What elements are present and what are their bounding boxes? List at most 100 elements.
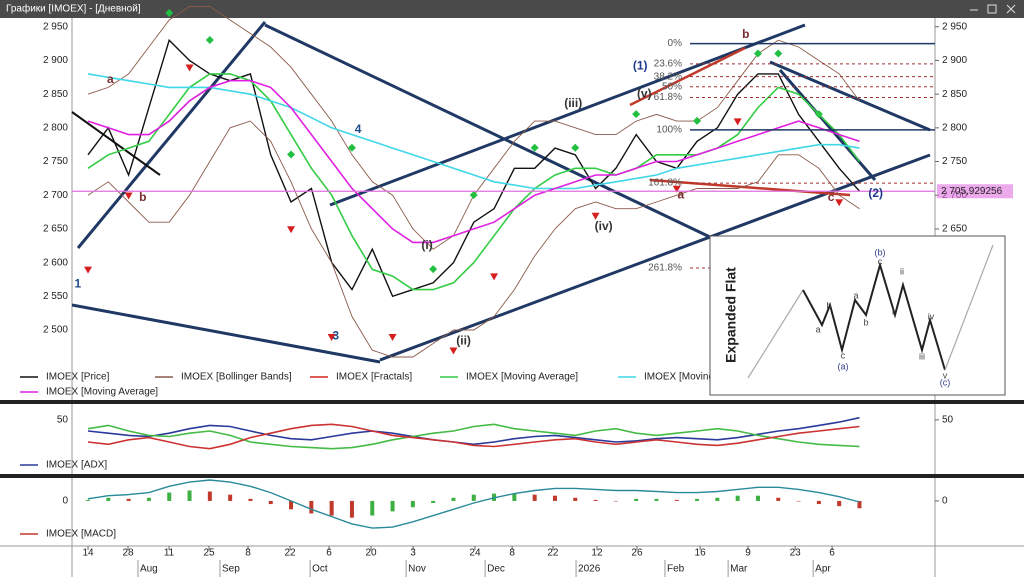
macd-bar — [146, 497, 151, 501]
wave-label: c — [828, 190, 835, 204]
macd-bar — [228, 494, 233, 501]
wave-label: (iv) — [595, 219, 613, 233]
y-tick-label: 2 850 — [43, 89, 68, 100]
wave-label: (v) — [637, 86, 652, 100]
macd-bar — [126, 498, 131, 501]
macd-bar — [776, 497, 781, 501]
inset-label: iv — [928, 311, 935, 321]
y-tick-label: 2 950 — [43, 21, 68, 32]
maximize-button[interactable] — [987, 4, 997, 14]
y-tick-label: 2 700 — [43, 190, 68, 201]
fractal-down — [591, 212, 600, 220]
close-button[interactable] — [1006, 4, 1016, 14]
macd-bar — [634, 498, 639, 501]
macd-bar — [755, 495, 760, 501]
fractal-down — [490, 273, 499, 281]
fractal-down — [327, 334, 336, 342]
fractal-up — [774, 49, 783, 58]
x-tick-label: 8 — [509, 548, 515, 559]
fractal-up — [693, 116, 702, 125]
bollinger-band — [87, 120, 860, 358]
macd-bar — [674, 499, 679, 501]
series-line — [87, 416, 860, 446]
macd-bar — [248, 498, 253, 501]
month-label: Apr — [815, 564, 831, 575]
series-line — [87, 73, 861, 291]
legend-label: IMOEX [Moving Average] — [466, 372, 578, 383]
macd-bar — [512, 493, 517, 501]
legend-label: IMOEX [Bollinger Bands] — [181, 372, 292, 383]
macd-bar — [532, 494, 537, 501]
fractal-up — [632, 110, 641, 119]
month-label: Sep — [222, 564, 240, 575]
macd-bar — [268, 500, 273, 505]
macd-bar — [187, 490, 192, 501]
fib-label: 38.2% — [654, 71, 682, 82]
x-tick-label: 6 — [326, 548, 332, 559]
macd-bar — [349, 500, 354, 518]
month-label: 2026 — [578, 564, 601, 575]
wave-label: 3 — [332, 328, 339, 342]
fib-label: 261.8% — [648, 263, 682, 274]
x-tick-label: 6 — [829, 548, 835, 559]
inset-label: (c) — [940, 377, 951, 387]
y-tick-label-right: 2 650 — [942, 224, 967, 235]
fractal-up — [571, 143, 580, 152]
y-tick-label: 2 900 — [43, 55, 68, 66]
y-tick-label-right: 2 750 — [942, 156, 967, 167]
series-line — [87, 423, 860, 450]
legend-label: IMOEX [Moving Average] — [46, 387, 158, 398]
x-tick-label: 11 — [164, 548, 175, 559]
wave-label: 4 — [355, 122, 362, 136]
macd-bar — [654, 498, 659, 501]
y-tick-label-right: 50 — [942, 415, 954, 426]
inset-label: ii — [900, 266, 904, 276]
month-label: Mar — [730, 564, 748, 575]
x-tick-label: 23 — [790, 548, 802, 559]
fractal-up — [347, 143, 356, 152]
y-tick-label: 2 800 — [43, 122, 68, 133]
series-line — [87, 79, 860, 244]
macd-bar — [552, 495, 557, 501]
macd-bar — [471, 494, 476, 501]
fractal-up — [753, 49, 762, 58]
macd-bar — [593, 499, 598, 501]
inset-label: v — [943, 370, 948, 380]
macd-bar — [816, 500, 821, 505]
y-tick-label-right: 2 950 — [942, 21, 967, 32]
x-tick-label: 24 — [469, 548, 481, 559]
macd-bar — [370, 500, 375, 516]
x-tick-label: 16 — [695, 548, 707, 559]
x-tick-label: 25 — [203, 548, 215, 559]
wave-label: (1) — [633, 59, 648, 73]
legend-label: IMOEX [ADX] — [46, 460, 107, 471]
y-tick-label-right: 2 800 — [942, 122, 967, 133]
window-buttons[interactable] — [970, 4, 1016, 14]
wave-label: a — [677, 187, 684, 201]
panel-separator — [0, 400, 1024, 404]
macd-bar — [735, 495, 740, 501]
y-tick-label: 2 550 — [43, 291, 68, 302]
macd-bar — [329, 500, 334, 516]
macd-bar — [289, 500, 294, 510]
macd-bar — [715, 497, 720, 501]
legend-label: IMOEX [Fractals] — [336, 372, 412, 383]
x-tick-label: 22 — [547, 548, 559, 559]
fib-label: 50% — [662, 81, 682, 92]
macd-bar — [390, 500, 395, 512]
panel-separator — [0, 474, 1024, 478]
fib-label: 161.8% — [648, 178, 682, 189]
inset-label: b — [826, 300, 831, 310]
fib-label: 61.8% — [654, 92, 682, 103]
wave-label: (i) — [421, 238, 432, 252]
fractal-down — [124, 192, 133, 200]
x-tick-label: 3 — [410, 548, 416, 559]
month-label: Aug — [140, 564, 158, 575]
macd-bar — [207, 491, 212, 501]
x-tick-label: 28 — [122, 548, 134, 559]
macd-bar — [451, 497, 456, 501]
y-tick-label-right: 0 — [942, 496, 948, 507]
